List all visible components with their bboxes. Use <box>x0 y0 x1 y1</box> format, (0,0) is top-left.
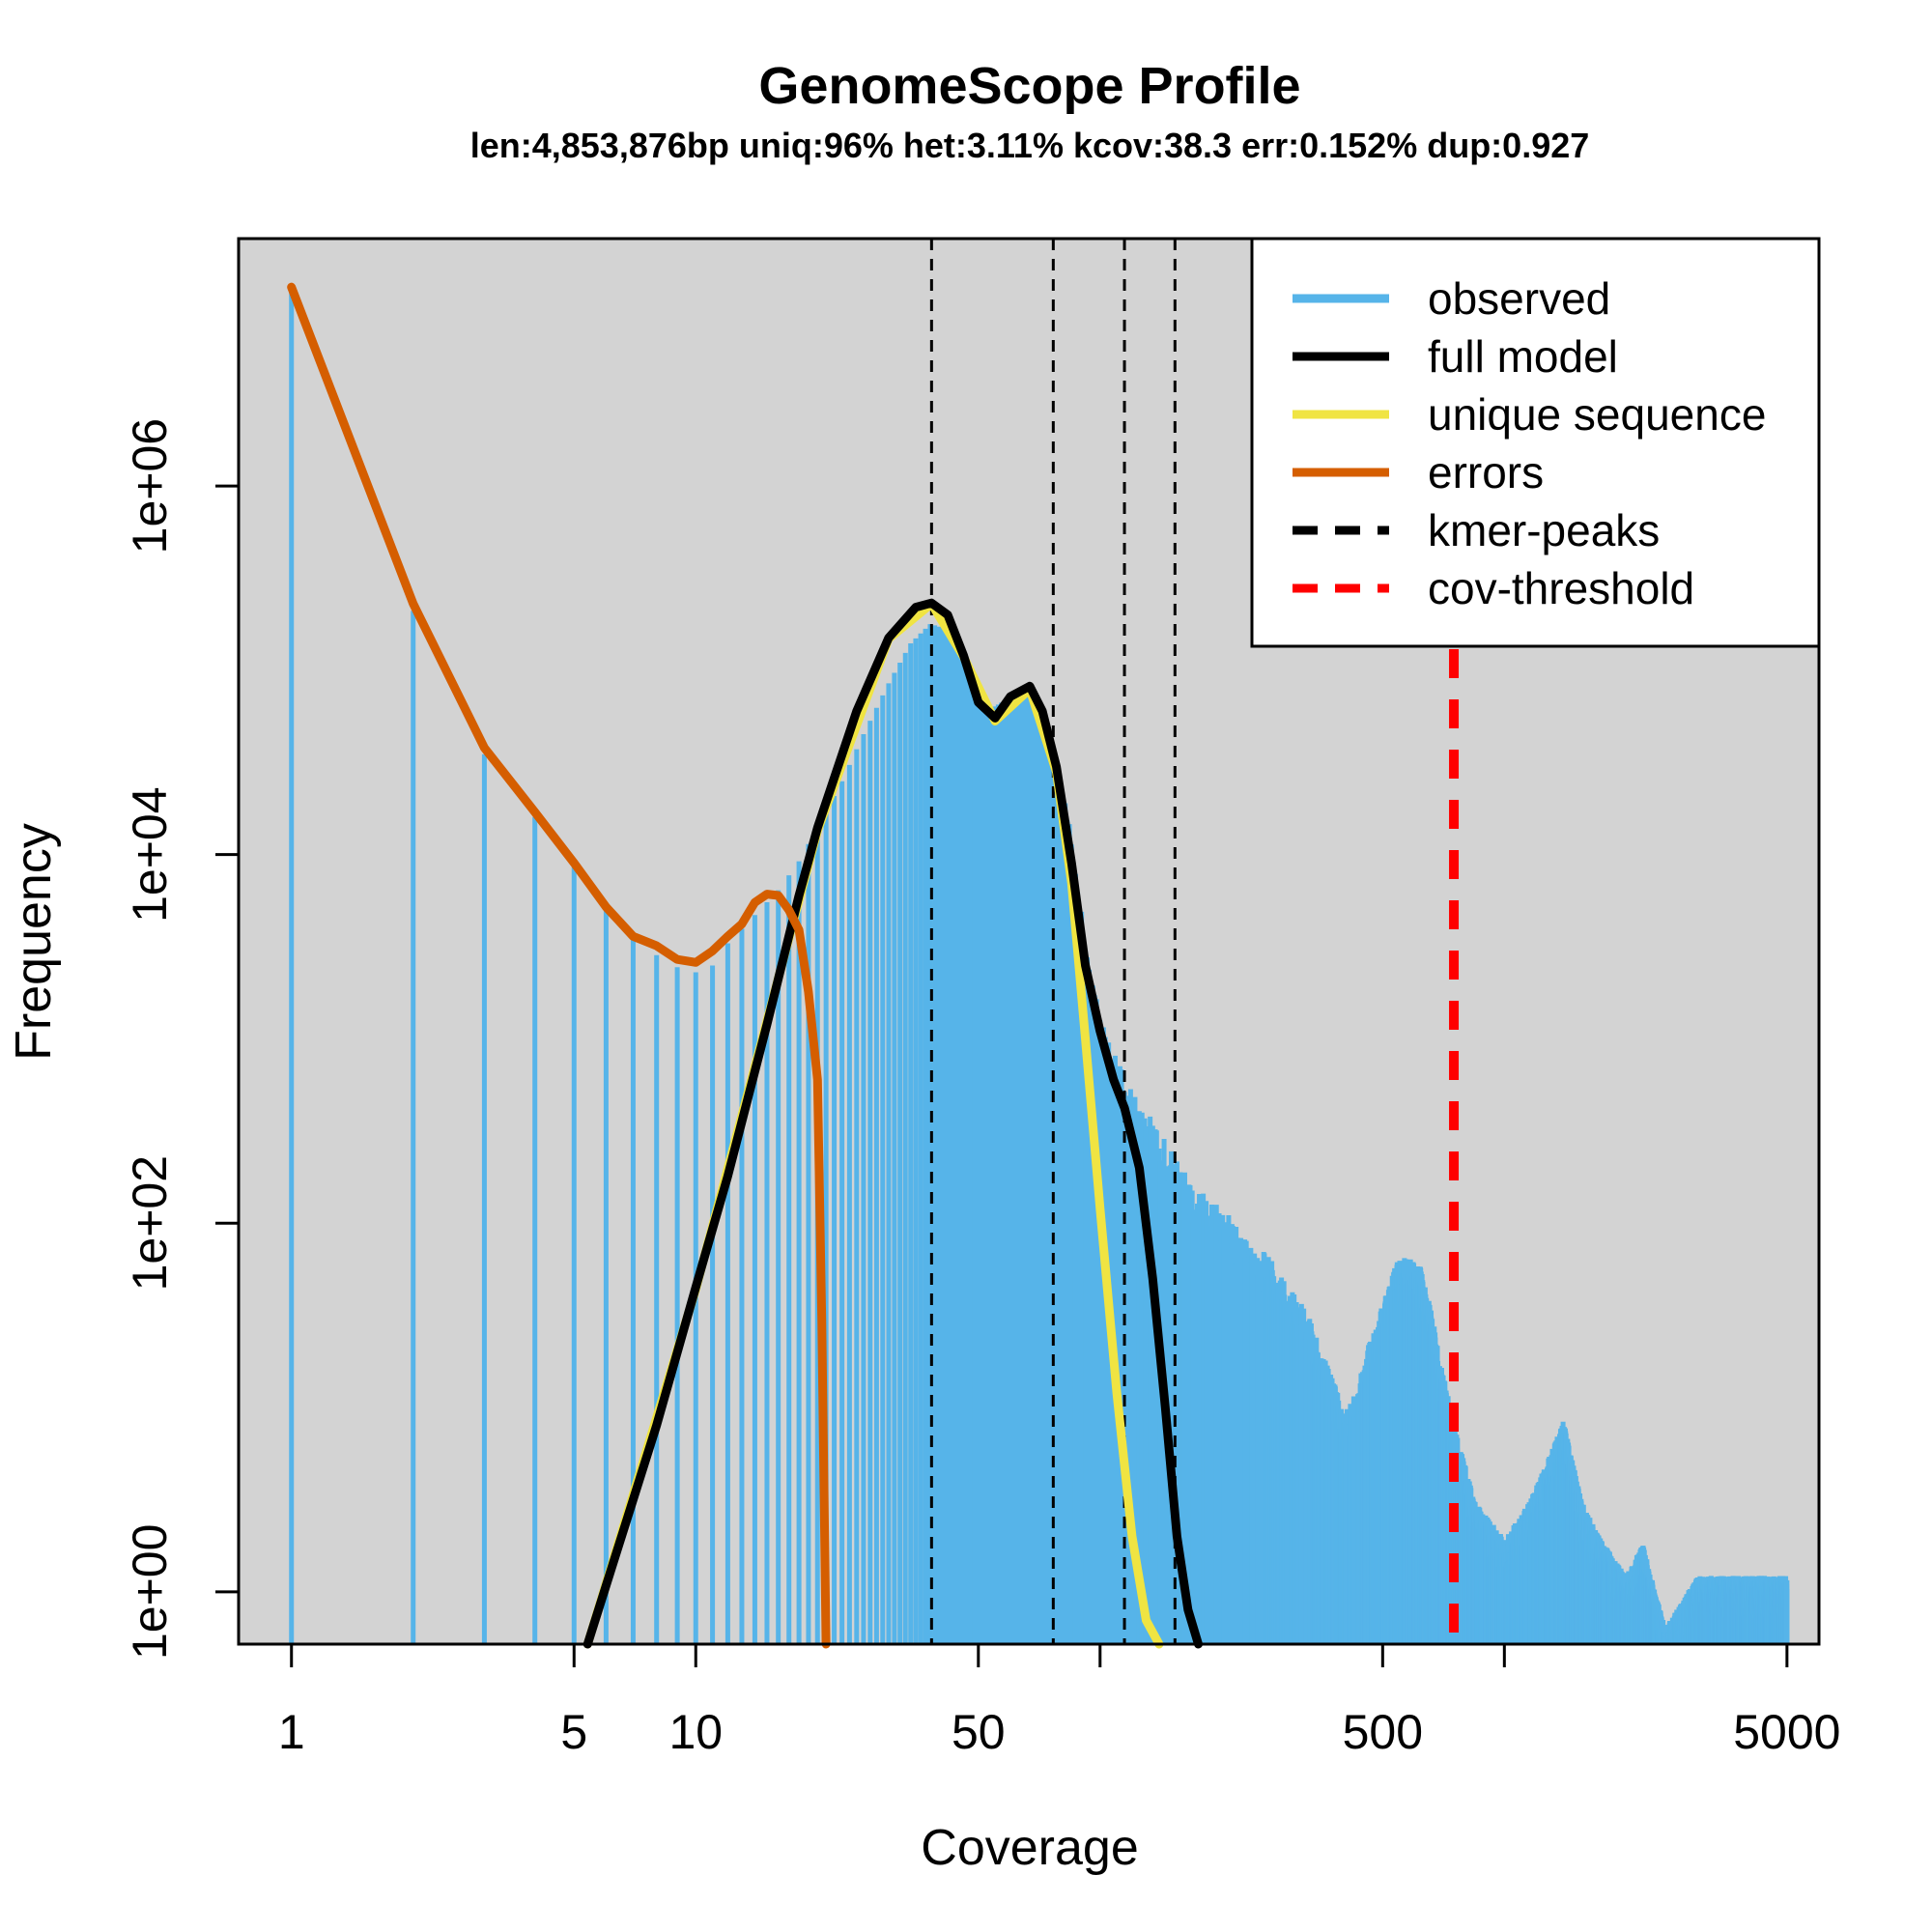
chart-title: GenomeScope Profile <box>758 57 1300 115</box>
chart-subtitle: len:4,853,876bp uniq:96% het:3.11% kcov:… <box>470 126 1590 165</box>
observed-bars <box>289 287 1790 1644</box>
